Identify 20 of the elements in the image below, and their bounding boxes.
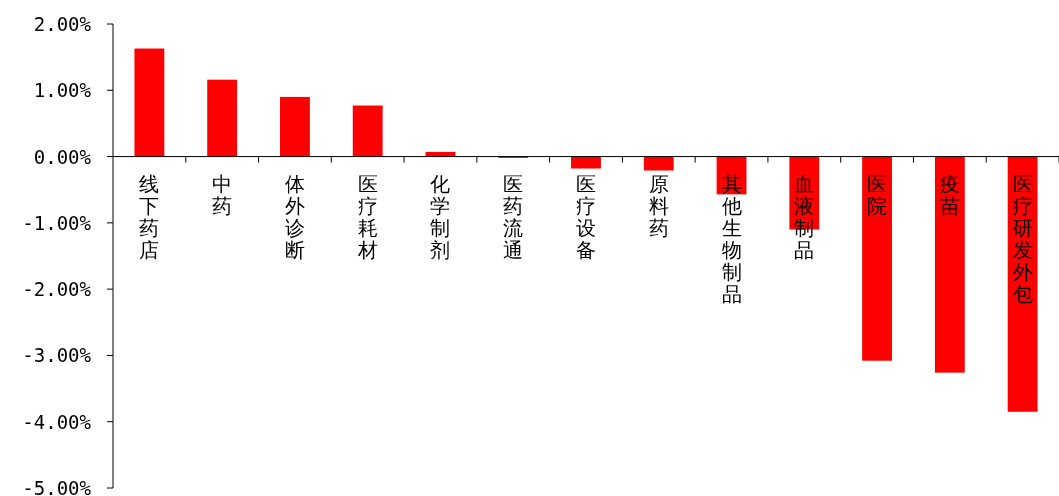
y-tick-label: 1.00% — [33, 79, 92, 102]
x-tick-label: 化学制剂 — [430, 171, 451, 262]
y-tick-label: 0.00% — [33, 145, 92, 168]
x-tick-label: 疫苗 — [939, 171, 960, 218]
x-tick-label: 医疗研发外包 — [1012, 171, 1033, 306]
y-tick-label: -2.00% — [22, 278, 92, 301]
x-tick-label: 线下药店 — [139, 171, 160, 262]
y-tick-label: -5.00% — [22, 477, 92, 496]
x-tick-label: 原料药 — [648, 171, 669, 240]
y-tick-label: -1.00% — [22, 211, 92, 234]
x-tick-label: 医药流通 — [503, 171, 524, 262]
y-tick-label: 2.00% — [33, 13, 92, 35]
y-tick-label: -4.00% — [22, 410, 92, 433]
x-tick-label: 中药 — [212, 171, 233, 218]
x-tick-label: 其他生物制品 — [721, 171, 742, 306]
x-tick-label: 医院 — [867, 171, 888, 218]
x-tick-label: 体外诊断 — [284, 171, 305, 262]
x-tick-label: 医疗耗材 — [356, 171, 378, 262]
x-tick-label: 医疗设备 — [576, 171, 596, 262]
y-tick-label: -3.00% — [22, 344, 92, 367]
